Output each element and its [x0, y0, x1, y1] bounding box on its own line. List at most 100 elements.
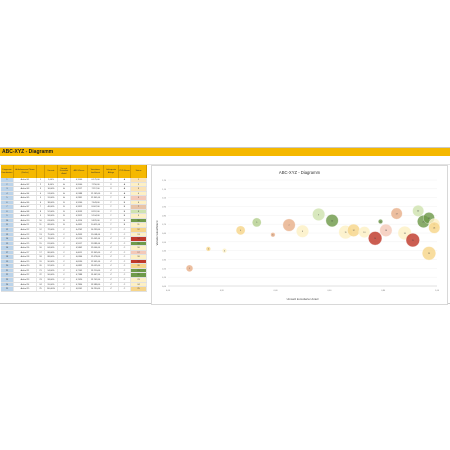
table-cell[interactable]: 21 [1, 268, 14, 273]
table-cell[interactable]: 12 [1, 228, 14, 232]
table-cell[interactable]: 1 [37, 178, 45, 182]
table-cell[interactable]: C [119, 250, 131, 255]
table-row[interactable]: 3 Artikel 03 3 16,00% A 0,2117 7.317,00 X A 3 [1, 187, 147, 192]
table-cell[interactable]: Z [104, 255, 119, 259]
table-row[interactable]: 18 Artikel 18 18 88,00% C 0,6344 12.678,00 Z C 18 [1, 255, 147, 260]
table-cell[interactable]: C [58, 278, 71, 282]
table-cell[interactable]: X [104, 191, 119, 196]
table-cell[interactable]: 23 [131, 278, 147, 282]
table-cell[interactable]: 18 [131, 255, 147, 259]
table-cell[interactable]: 10 [37, 218, 45, 223]
table-cell[interactable]: 24 [131, 282, 147, 287]
table-cell[interactable]: C [119, 282, 131, 287]
table-row[interactable]: 20 Artikel 20 20 92,00% C 0,6832 13.055,00 Z C 20 [1, 264, 147, 269]
table-cell[interactable]: 8.007,00 [88, 205, 104, 209]
table-cell[interactable]: 25 [1, 287, 14, 291]
table-cell[interactable]: 90,00% [45, 259, 58, 264]
table-cell[interactable]: Artikel 16 [14, 246, 37, 250]
table-cell[interactable]: B [58, 205, 71, 209]
table-row[interactable]: 23 Artikel 23 23 98,00% C 0,7620 13.702,00 Z C 23 [1, 278, 147, 283]
table-cell[interactable]: 86,00% [45, 250, 58, 255]
table-cell[interactable]: 23 [1, 278, 14, 282]
table-row[interactable]: 8 Artikel 08 8 52,00% B 0,3553 8.312,00 Y B 8 [1, 209, 147, 215]
table-cell[interactable]: A [119, 182, 131, 187]
table-cell[interactable]: A [58, 178, 71, 182]
table-cell[interactable]: 17 [37, 250, 45, 255]
table-cell[interactable]: 17 [1, 250, 14, 255]
table-cell[interactable]: Artikel 05 [14, 196, 37, 200]
table-row[interactable]: 15 Artikel 15 15 81,00% C 0,5517 11.889,00 Z C 15 [1, 241, 147, 247]
table-cell[interactable]: 3 [131, 187, 147, 191]
table-cell[interactable]: Y [104, 223, 119, 228]
table-cell[interactable]: Artikel 02 [14, 182, 37, 187]
table-cell[interactable]: 12.901,00 [88, 259, 104, 264]
table-cell[interactable]: C [58, 250, 71, 255]
table-cell[interactable]: 9.876,00 [88, 218, 104, 223]
table-cell[interactable]: 6 [37, 200, 45, 205]
table-cell[interactable]: 9 [37, 214, 45, 218]
table-cell[interactable]: 63,00% [45, 218, 58, 223]
table-cell[interactable]: 20 [37, 264, 45, 268]
table-cell[interactable]: 99,00% [45, 282, 58, 287]
table-cell[interactable]: Y [104, 196, 119, 200]
table-cell[interactable]: 6 [131, 200, 147, 205]
table-cell[interactable]: 0,4110 [71, 218, 88, 223]
table-cell[interactable]: 12.301,00 [88, 196, 104, 200]
table-cell[interactable]: C [119, 264, 131, 268]
table-cell[interactable]: 1 [131, 178, 147, 182]
table-row[interactable]: 21 Artikel 21 21 94,00% C 0,7105 13.210,00 Z C 21 [1, 268, 147, 274]
table-cell[interactable]: 2 [1, 182, 14, 187]
table-cell[interactable]: 14 [131, 237, 147, 241]
table-row[interactable]: 4 Artikel 04 4 24,00% A 0,2488 12.165,00 X A 4 [1, 191, 147, 197]
table-cell[interactable]: B [58, 223, 71, 228]
table-cell[interactable]: 81,00% [45, 241, 58, 246]
table-cell[interactable]: 11 [131, 223, 147, 228]
table-cell[interactable]: Z [104, 287, 119, 291]
table-cell[interactable]: C [58, 264, 71, 268]
table-cell[interactable]: 5 [1, 196, 14, 200]
table-cell[interactable]: C [58, 246, 71, 250]
table-cell[interactable]: 12.345,00 [88, 250, 104, 255]
table-row[interactable]: 13 Artikel 13 13 75,00% C 0,4953 11.008,00 Y C 13 [1, 232, 147, 238]
table-cell[interactable]: 0,3553 [71, 209, 88, 214]
table-cell[interactable]: 0,6832 [71, 264, 88, 268]
table-cell[interactable]: B [58, 218, 71, 223]
table-cell[interactable]: 0,4702 [71, 228, 88, 232]
table-cell[interactable]: 21 [37, 268, 45, 273]
table-cell[interactable]: Z [104, 268, 119, 273]
table-cell[interactable]: Artikel 08 [14, 209, 37, 214]
table-cell[interactable]: C [58, 228, 71, 232]
table-row[interactable]: 2 Artikel 02 2 8,00% A 0,2000 7.250,00 X A 2 [1, 182, 147, 188]
table-cell[interactable]: 0,5802 [71, 246, 88, 250]
table-cell[interactable]: B [119, 223, 131, 228]
table-cell[interactable]: 13 [37, 232, 45, 237]
table-cell[interactable]: 12 [37, 228, 45, 232]
header-cell[interactable]: Umsatz Kumuliert Anteil [58, 165, 71, 178]
table-cell[interactable]: 72,00% [45, 228, 58, 232]
table-cell[interactable]: 24 [37, 282, 45, 287]
table-cell[interactable]: 0,2891 [71, 196, 88, 200]
table-cell[interactable]: C [58, 255, 71, 259]
table-cell[interactable]: 11.889,00 [88, 241, 104, 246]
table-row[interactable]: 17 Artikel 17 17 86,00% C 0,6011 12.345,00 Z C 17 [1, 250, 147, 256]
table-cell[interactable]: B [119, 214, 131, 218]
table-cell[interactable]: 10.233,00 [88, 228, 104, 232]
table-cell[interactable]: C [58, 273, 71, 278]
table-row[interactable]: 14 Artikel 14 14 78,00% C 0,5220 11.402,00 Z C 14 [1, 237, 147, 242]
table-cell[interactable]: 11 [1, 223, 14, 228]
table-cell[interactable]: 0,3912 [71, 214, 88, 218]
table-cell[interactable]: 0,7894 [71, 282, 88, 287]
table-cell[interactable]: 0,6344 [71, 255, 88, 259]
table-cell[interactable]: Z [104, 246, 119, 250]
table-cell[interactable]: B [119, 209, 131, 214]
table-cell[interactable]: 0,4451 [71, 223, 88, 228]
table-cell[interactable]: Artikel 20 [14, 264, 37, 268]
table-cell[interactable]: C [119, 268, 131, 273]
table-cell[interactable]: 13.988,00 [88, 282, 104, 287]
table-row[interactable]: 6 Artikel 06 6 38,00% B 0,3140 7.643,00 Y B 6 [1, 200, 147, 206]
header-cell[interactable]: ABC-Klasse [71, 165, 88, 178]
table-cell[interactable]: 0,1500 [71, 178, 88, 182]
table-cell[interactable]: Artikel 03 [14, 187, 37, 191]
table-cell[interactable]: 8.312,00 [88, 209, 104, 214]
table-cell[interactable]: 9.104,00 [88, 214, 104, 218]
